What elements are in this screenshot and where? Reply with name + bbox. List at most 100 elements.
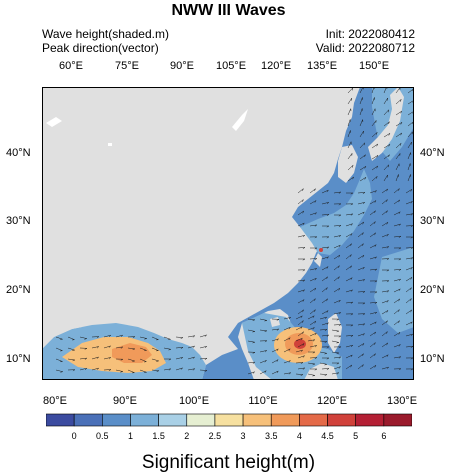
direction-vector-head xyxy=(302,222,305,226)
direction-vector-head xyxy=(410,257,414,260)
direction-vector-head xyxy=(312,351,316,354)
direction-vector xyxy=(395,122,403,127)
direction-vector xyxy=(369,353,376,359)
direction-vector-head xyxy=(60,338,63,340)
direction-vector-head xyxy=(60,371,63,373)
direction-vector-head xyxy=(312,327,315,330)
direction-vector xyxy=(295,373,304,375)
direction-vector xyxy=(369,244,377,249)
direction-vector-head xyxy=(314,368,318,371)
direction-vector xyxy=(371,120,377,127)
direction-vector-head xyxy=(314,332,317,336)
direction-vector xyxy=(309,298,316,304)
direction-vector xyxy=(309,320,316,326)
direction-vector xyxy=(321,266,329,271)
direction-vector xyxy=(187,345,195,349)
direction-vector xyxy=(369,200,377,205)
direction-vector-head xyxy=(204,357,208,360)
direction-vector-head xyxy=(376,165,379,169)
direction-vector-head xyxy=(386,210,388,213)
direction-vector xyxy=(55,358,63,362)
direction-vector-head xyxy=(376,132,378,135)
direction-vector xyxy=(139,369,147,373)
direction-vector xyxy=(333,276,340,282)
direction-vector xyxy=(359,108,363,116)
direction-vector-head xyxy=(386,280,390,283)
direction-vector-head xyxy=(350,301,354,304)
direction-vector xyxy=(151,336,159,340)
direction-vector xyxy=(381,290,389,293)
direction-vector xyxy=(359,166,367,171)
direction-vector xyxy=(199,357,208,360)
direction-vector-head xyxy=(302,309,304,313)
direction-vector-head xyxy=(324,329,328,332)
colorbar-label: 1 xyxy=(127,431,133,441)
direction-vector-head xyxy=(288,360,291,363)
direction-vector-head xyxy=(204,370,208,372)
direction-vector xyxy=(405,346,414,348)
direction-vector xyxy=(127,347,135,350)
direction-vector xyxy=(297,309,304,315)
direction-vector xyxy=(345,354,353,359)
direction-vector-head xyxy=(338,312,341,315)
direction-vector xyxy=(333,235,341,238)
direction-vector xyxy=(297,331,304,337)
direction-vector xyxy=(357,291,366,293)
direction-vector-head xyxy=(264,340,268,343)
direction-vector xyxy=(247,318,255,321)
direction-vector xyxy=(395,87,401,94)
direction-vector xyxy=(395,110,402,116)
chart-title: NWW III Waves xyxy=(171,2,286,19)
direction-vector xyxy=(297,343,305,348)
direction-vector-head xyxy=(326,256,329,259)
direction-vector-head xyxy=(350,345,353,348)
direction-vector-head xyxy=(300,337,303,341)
direction-vector xyxy=(163,336,171,340)
direction-vector xyxy=(321,287,328,293)
direction-vector xyxy=(333,312,341,315)
direction-vector xyxy=(333,254,340,260)
direction-vector-head xyxy=(410,213,414,216)
direction-vector xyxy=(307,339,315,342)
direction-vector xyxy=(319,373,328,375)
direction-vector xyxy=(271,338,279,342)
direction-vector-head xyxy=(362,323,366,326)
direction-vector-head xyxy=(350,213,354,216)
direction-vector-head xyxy=(398,269,402,271)
direction-vector-head xyxy=(410,287,412,290)
direction-vector xyxy=(297,279,305,282)
direction-vector-head xyxy=(398,368,402,371)
direction-vector-head xyxy=(326,214,330,217)
direction-vector-head xyxy=(350,354,353,358)
direction-vector-head xyxy=(351,87,354,91)
direction-vector xyxy=(369,256,377,260)
direction-vector-head xyxy=(302,199,304,202)
left-tick-label: 20°N xyxy=(6,284,31,296)
direction-vector-head xyxy=(398,356,402,359)
direction-vector-head xyxy=(192,335,196,338)
storm-center-marker xyxy=(319,248,323,252)
direction-vector-head xyxy=(252,341,255,344)
direction-vector-head xyxy=(288,317,291,320)
direction-vector-head xyxy=(386,300,389,303)
direction-vector-head xyxy=(398,258,402,261)
direction-vector xyxy=(345,301,353,304)
direction-vector-head xyxy=(386,199,388,202)
direction-vector-head xyxy=(398,211,401,215)
direction-vector-head xyxy=(376,143,379,147)
direction-vector-head xyxy=(374,210,376,214)
direction-vector xyxy=(395,163,400,171)
direction-vector-head xyxy=(338,335,342,338)
colorbar-swatch xyxy=(73,413,103,427)
direction-vector-head xyxy=(324,374,328,376)
direction-vector xyxy=(347,130,351,138)
direction-vector xyxy=(357,243,364,249)
direction-vector-head xyxy=(350,313,354,316)
direction-vector-head xyxy=(364,177,367,180)
direction-vector xyxy=(309,268,317,271)
direction-vector xyxy=(407,152,411,160)
direction-vector-head xyxy=(326,236,330,239)
direction-vector xyxy=(187,335,195,338)
direction-vector xyxy=(321,310,329,315)
direction-vector xyxy=(309,200,317,205)
